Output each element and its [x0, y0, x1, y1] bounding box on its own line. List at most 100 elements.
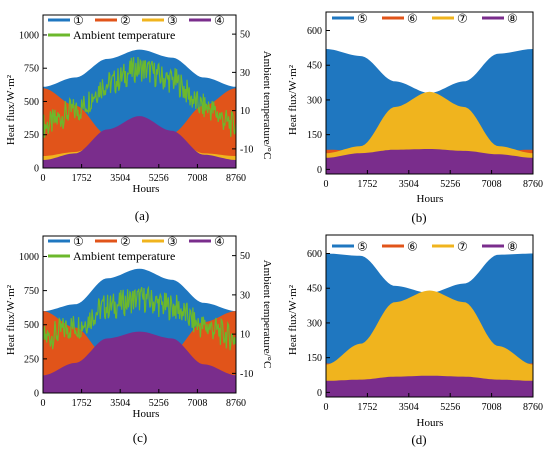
panel-b-plot: 0 1752 3504 5256 7008 8760 0 150 300 450 600 ⑤ ⑥ ⑦ ⑧ — [307, 11, 543, 190]
y-tick-label: 250 — [24, 354, 39, 365]
legend-label: ① — [73, 14, 84, 28]
legend-label: ② — [120, 235, 131, 249]
x-tick-label: 0 — [324, 402, 329, 413]
panel-c-ylabel: Heat flux/W·m² — [5, 284, 17, 355]
y-tick-label: 0 — [34, 164, 39, 175]
y-tick-label: 300 — [307, 318, 322, 329]
panel-c-areas — [43, 268, 236, 393]
panel-d: 0 1752 3504 5256 7008 8760 0 150 300 450 600 ⑤ ⑥ ⑦ ⑧ H… — [287, 234, 543, 447]
plot-frame — [325, 234, 534, 398]
x-tick-label: 8760 — [523, 179, 543, 190]
x-tick-label: 5256 — [149, 398, 169, 409]
panel-d-xlabel: Hours — [417, 417, 444, 429]
series-area-4 — [43, 116, 236, 168]
y2-tick-label: -10 — [240, 369, 253, 380]
panel-a-label: (a) — [135, 208, 149, 223]
legend-label: ③ — [167, 14, 178, 28]
ambient-temperature-line — [43, 56, 236, 140]
series-area-4 — [43, 331, 236, 393]
legend-label: ① — [73, 235, 84, 249]
panel-b-label: (b) — [411, 210, 426, 225]
ambient-temperature-line — [43, 285, 236, 351]
y-tick-label: 600 — [307, 26, 322, 37]
plot-frame — [325, 11, 534, 175]
panel-a-areas — [43, 49, 236, 168]
panel-c-xlabel: Hours — [133, 408, 160, 420]
panel-c-plot: 0 1752 3504 5256 7008 8760 0 250 500 750 1000 -10 10… — [19, 235, 253, 410]
x-tick-label: 1752 — [357, 179, 377, 190]
panel-c-y2label: Ambient temperature/°C — [261, 260, 273, 369]
x-tick-label: 7008 — [482, 402, 502, 413]
y-tick-label: 250 — [24, 130, 39, 141]
x-tick-label: 3504 — [399, 402, 419, 413]
panel-c-label: (c) — [133, 430, 147, 445]
y-tick-label: 500 — [24, 97, 39, 108]
legend-label-ambient: Ambient temperature — [73, 249, 175, 263]
panel-a: 0 1752 3504 5256 7008 8760 0 250 500 750 1000 -10 10… — [5, 14, 273, 224]
y-tick-label: 300 — [307, 95, 322, 106]
x-tick-label: 0 — [324, 179, 329, 190]
x-tick-label: 1752 — [72, 173, 92, 184]
panel-a-plot: 0 1752 3504 5256 7008 8760 0 250 500 750 1000 -10 10… — [19, 14, 253, 185]
legend-label: ⑤ — [357, 12, 368, 26]
panel-b: 0 1752 3504 5256 7008 8760 0 150 300 450 600 ⑤ ⑥ ⑦ ⑧ H… — [287, 11, 543, 225]
legend-label: ⑧ — [507, 12, 518, 26]
x-tick-label: 1752 — [72, 398, 92, 409]
y2-tick-label: -10 — [240, 144, 253, 155]
legend-label: ⑥ — [407, 240, 418, 254]
y-tick-label: 600 — [307, 249, 322, 260]
x-tick-label: 8760 — [523, 402, 543, 413]
x-tick-label: 0 — [41, 173, 46, 184]
x-tick-label: 8760 — [226, 398, 246, 409]
x-tick-label: 7008 — [482, 179, 502, 190]
y-tick-label: 750 — [24, 286, 39, 297]
panel-a-xlabel: Hours — [133, 183, 160, 195]
series-area-4 — [326, 375, 533, 397]
x-tick-label: 5256 — [440, 179, 460, 190]
y-tick-label: 450 — [307, 61, 322, 72]
x-tick-label: 7008 — [187, 173, 207, 184]
y-tick-label: 0 — [34, 389, 39, 400]
x-tick-label: 3504 — [110, 398, 130, 409]
series-area-4 — [326, 149, 533, 174]
legend-label: ④ — [214, 14, 225, 28]
y-tick-label: 0 — [317, 388, 322, 399]
plot-frame — [42, 235, 237, 394]
x-tick-label: 0 — [41, 398, 46, 409]
y2-tick-label: 30 — [240, 68, 250, 79]
panel-d-plot: 0 1752 3504 5256 7008 8760 0 150 300 450 600 ⑤ ⑥ ⑦ ⑧ — [307, 234, 543, 413]
panel-d-areas — [326, 253, 533, 397]
legend-label: ② — [120, 14, 131, 28]
plot-frame — [42, 14, 237, 169]
x-tick-label: 8760 — [226, 173, 246, 184]
x-tick-label: 3504 — [399, 179, 419, 190]
x-tick-label: 1752 — [357, 402, 377, 413]
panel-a-y2label: Ambient temperature/°C — [261, 51, 273, 160]
panel-b-xlabel: Hours — [417, 193, 444, 205]
panel-d-label: (d) — [411, 432, 426, 447]
x-tick-label: 5256 — [149, 173, 169, 184]
y-tick-label: 450 — [307, 284, 322, 295]
legend-label-ambient: Ambient temperature — [73, 28, 175, 42]
y-tick-label: 0 — [317, 165, 322, 176]
x-tick-label: 5256 — [440, 402, 460, 413]
legend-label: ⑤ — [357, 240, 368, 254]
y2-tick-label: 50 — [240, 251, 250, 262]
y-tick-label: 150 — [307, 130, 322, 141]
panel-b-areas — [326, 49, 533, 174]
legend-label: ⑥ — [407, 12, 418, 26]
legend-label: ⑦ — [457, 12, 468, 26]
panel-a-ylabel: Heat flux/W·m² — [5, 74, 17, 145]
x-tick-label: 3504 — [110, 173, 130, 184]
series-area-3 — [326, 290, 533, 397]
y2-tick-label: 50 — [240, 30, 250, 41]
y2-tick-label: 10 — [240, 106, 250, 117]
legend-label: ⑧ — [507, 240, 518, 254]
y2-tick-label: 10 — [240, 330, 250, 341]
panel-c: 0 1752 3504 5256 7008 8760 0 250 500 750 1000 -10 10… — [5, 235, 273, 446]
x-tick-label: 7008 — [187, 398, 207, 409]
y-tick-label: 750 — [24, 64, 39, 75]
legend-label: ④ — [214, 235, 225, 249]
